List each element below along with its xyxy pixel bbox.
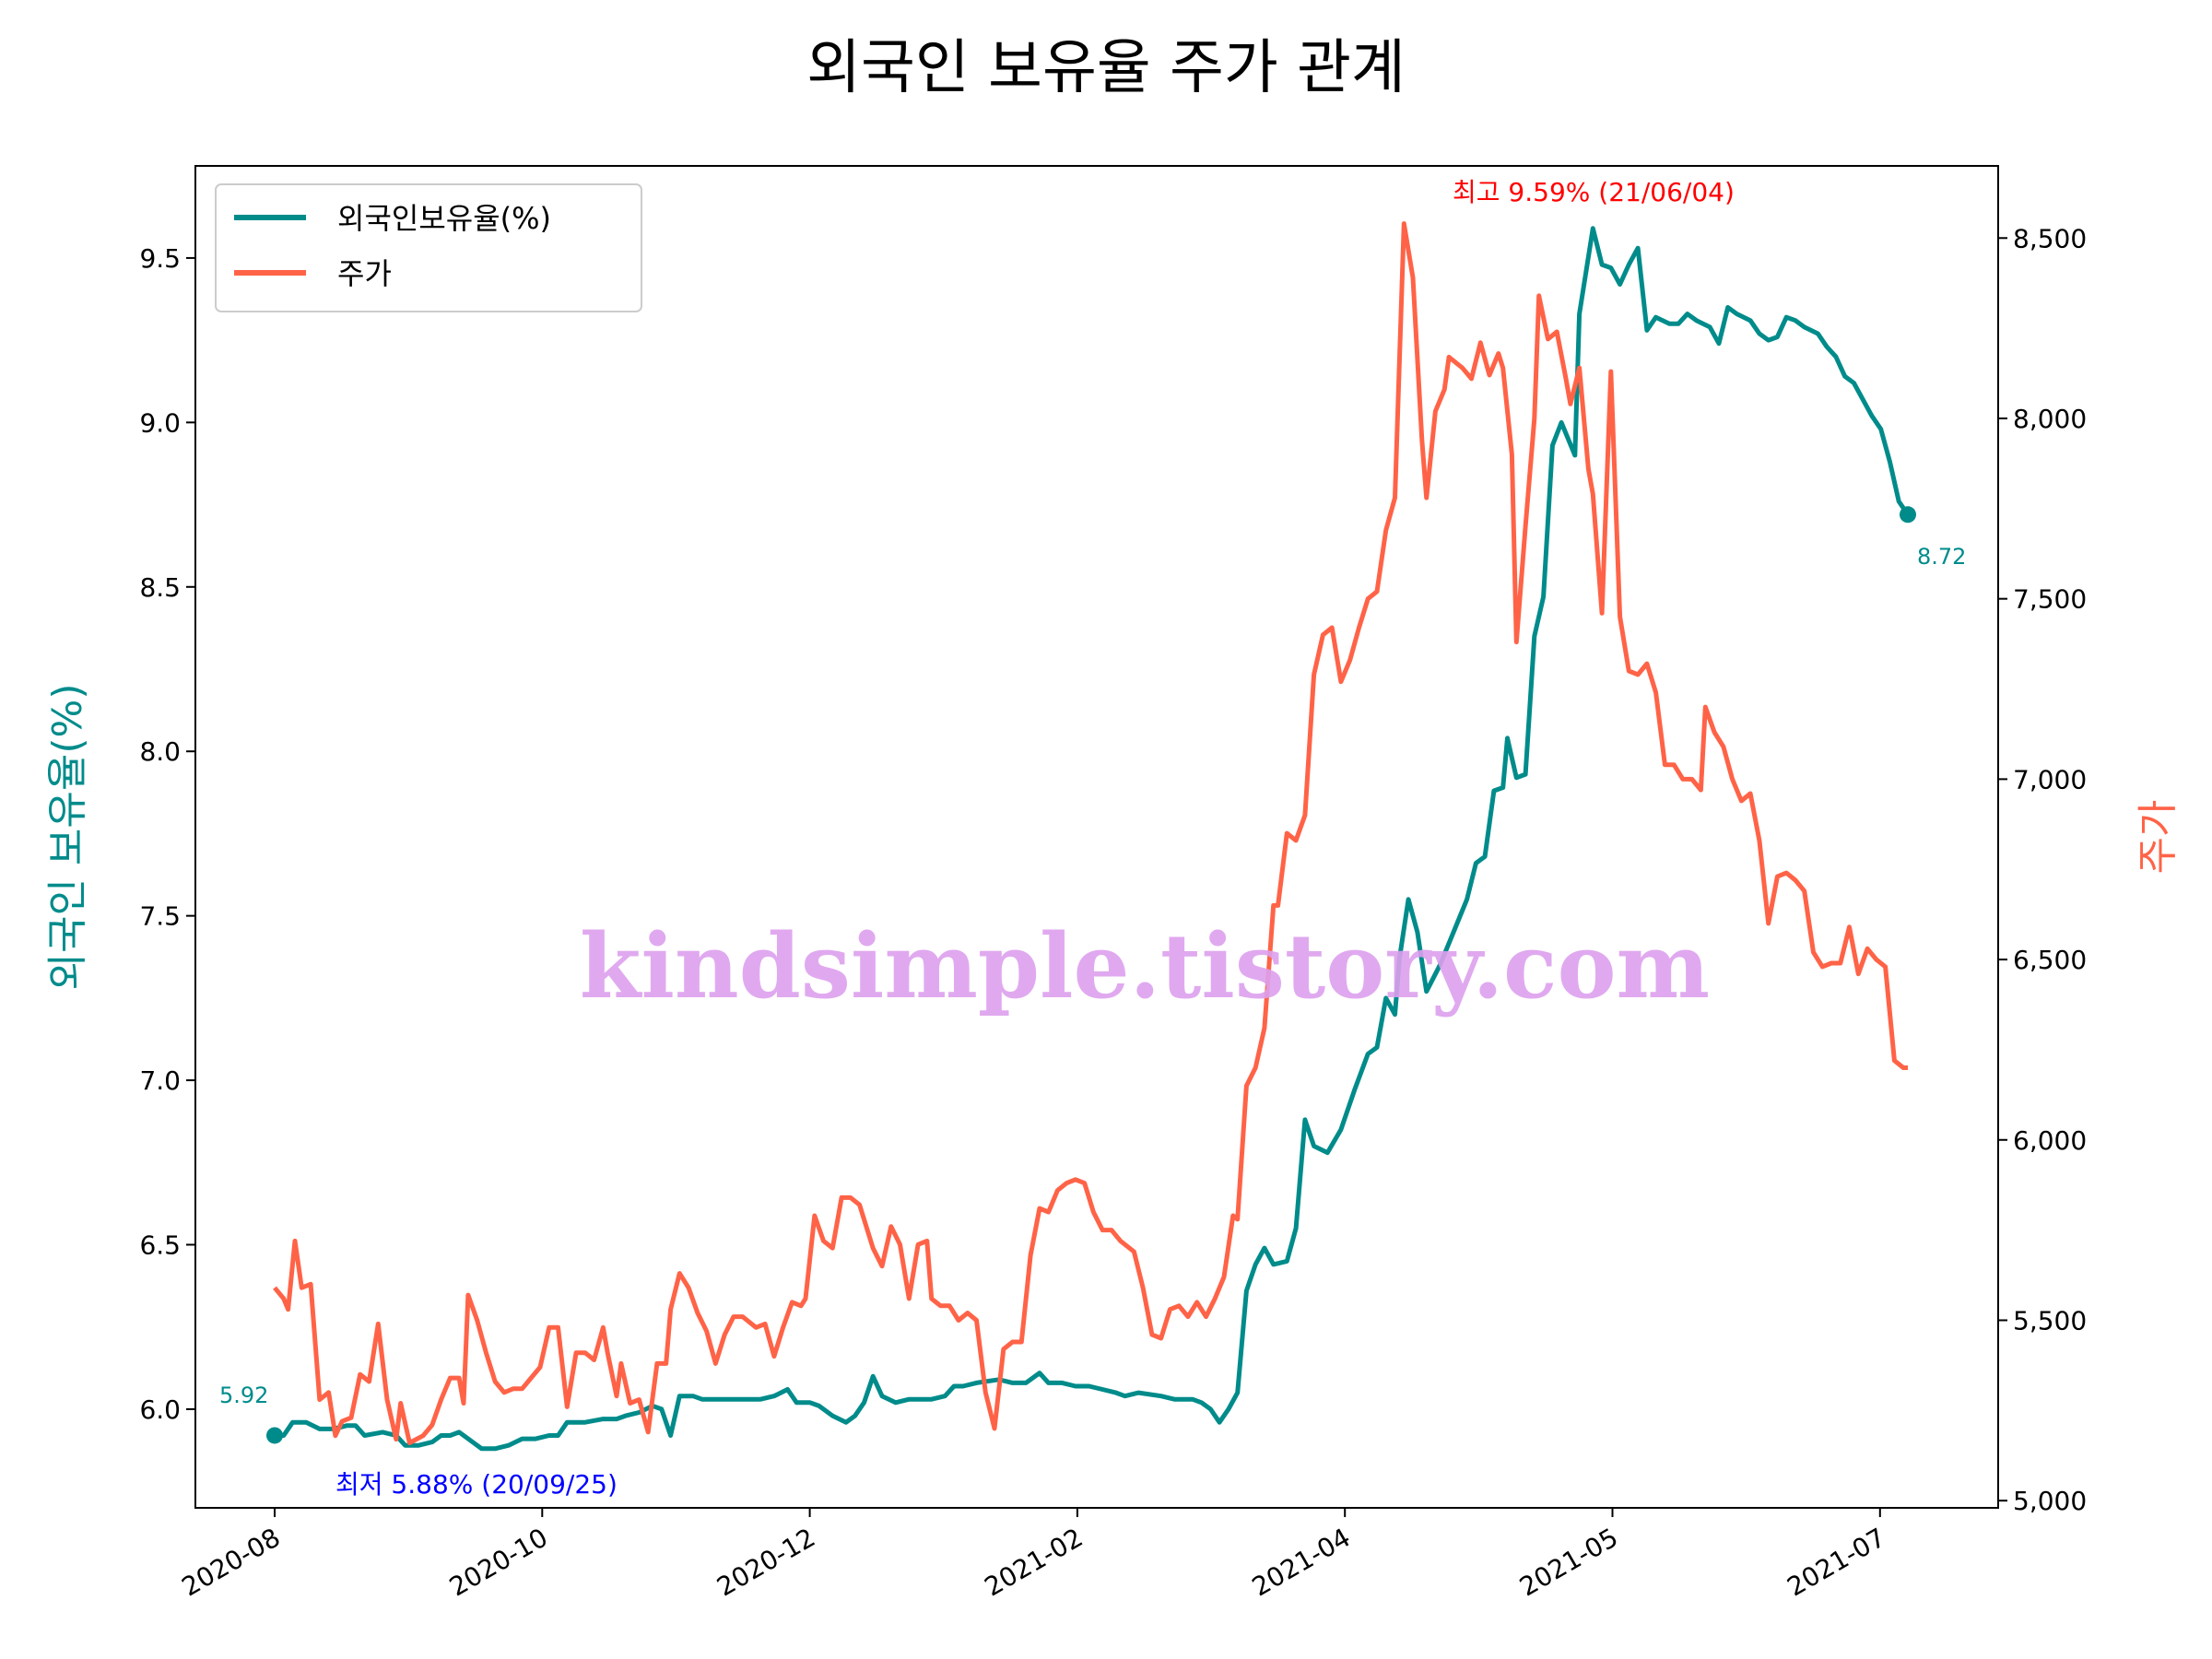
right-tick-label: 7,500	[2013, 584, 2087, 615]
right-tick-label: 5,500	[2013, 1305, 2087, 1335]
min-annotation: 최저 5.88% (20/09/25)	[335, 1469, 618, 1500]
max-annotation: 최고 9.59% (21/06/04)	[1453, 177, 1735, 207]
series-line-foreign-ratio	[275, 226, 1911, 1452]
right-axis-title: 주가	[2135, 800, 2182, 875]
start-point-marker	[266, 1427, 283, 1444]
series-line-price	[273, 221, 1908, 1445]
left-axis-ticks: 6.0 6.5 7.0 7.5 8.0 8.5 9.0 9.5	[139, 243, 195, 1425]
left-tick-label: 9.0	[139, 407, 181, 438]
end-value-label: 8.72	[1917, 544, 1966, 570]
legend-label-price: 주가	[337, 256, 392, 291]
plot-frame	[194, 165, 1999, 1509]
start-value-label: 5.92	[219, 1382, 268, 1408]
left-axis-title: 외국인 보유율(%)	[44, 683, 91, 990]
right-tick-label: 6,000	[2013, 1125, 2087, 1156]
watermark-text: kindsimple.tistory.com	[580, 914, 1710, 1018]
left-tick-label: 6.5	[139, 1230, 181, 1261]
right-tick-label: 7,000	[2013, 764, 2087, 794]
legend: 외국인보유율(%) 주가	[215, 183, 642, 312]
right-axis-ticks: 5,000 5,500 6,000 6,500 7,000 7,500 8,000 8,500	[1998, 223, 2087, 1516]
left-tick-label: 7.5	[139, 901, 181, 932]
right-tick-label: 5,000	[2013, 1486, 2087, 1516]
left-tick-label: 6.0	[139, 1394, 181, 1425]
legend-label-foreign-ratio: 외국인보유율(%)	[337, 201, 551, 236]
right-tick-label: 8,000	[2013, 404, 2087, 434]
end-point-marker	[1900, 506, 1916, 524]
chart-title: 외국인 보유율 주가 관계	[806, 34, 1406, 102]
plot-area	[194, 165, 1999, 1509]
left-tick-label: 7.0	[139, 1065, 181, 1096]
series-layer	[266, 221, 1916, 1452]
left-tick-label: 8.5	[139, 572, 181, 603]
right-tick-label: 6,500	[2013, 945, 2087, 975]
right-tick-label: 8,500	[2013, 223, 2087, 253]
left-tick-label: 8.0	[139, 736, 181, 767]
legend-frame	[215, 183, 642, 312]
left-tick-label: 9.5	[139, 243, 181, 274]
